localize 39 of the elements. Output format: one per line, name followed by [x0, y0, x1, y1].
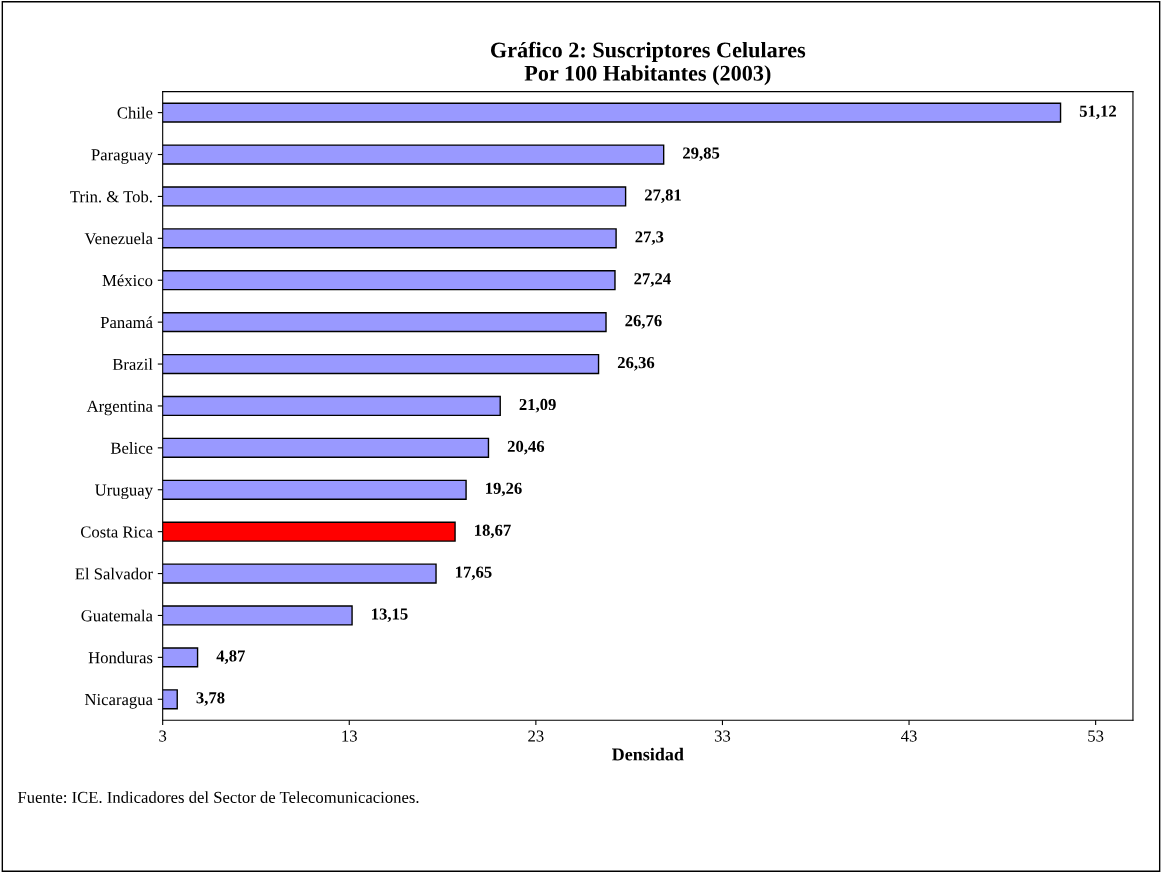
y-tick-label: Venezuela [84, 232, 153, 245]
y-tick-label: Panamá [100, 316, 153, 329]
x-axis-title: Densidad [612, 747, 684, 761]
y-tick-label: Paraguay [91, 149, 153, 164]
data-label: 29,85 [683, 147, 720, 162]
data-label: 20,46 [507, 440, 545, 455]
data-label: 3,78 [196, 692, 225, 706]
data-label: 26,76 [625, 315, 662, 329]
x-tick-label: 43 [901, 730, 917, 742]
data-label: 51,12 [1079, 105, 1116, 120]
x-tick-label: 3 [159, 730, 167, 742]
y-tick-label: Costa Rica [80, 526, 153, 538]
y-tick-label: Guatemala [81, 609, 153, 622]
data-label: 27,3 [635, 231, 664, 245]
data-label: 26,36 [617, 357, 655, 371]
y-tick-label: El Salvador [75, 567, 153, 580]
data-label: 13,15 [372, 608, 408, 623]
data-label: 27,81 [644, 189, 681, 204]
y-tick-label: Uruguay [94, 484, 153, 500]
y-tick-label: México [102, 274, 153, 287]
data-label: 4,87 [216, 650, 245, 664]
data-label: 19,26 [486, 482, 522, 497]
source-note: Fuente: ICE. Indicadores del Sector de Telecomunicaciones. [17, 791, 419, 804]
y-tick-label: Argentina [86, 400, 153, 416]
chart-title: Gráfico 2: Suscriptores Celulares Por 100 Habitantes (2003) [490, 41, 806, 86]
x-tick-label: 33 [714, 730, 731, 742]
y-tick-label: Honduras [88, 651, 153, 664]
data-label: 17,65 [456, 566, 492, 581]
data-label: 18,67 [475, 524, 511, 539]
x-tick-label: 13 [342, 730, 357, 742]
y-tick-label: Belice [110, 442, 153, 454]
y-tick-label: Nicaragua [84, 694, 153, 709]
x-tick-label: 23 [528, 730, 544, 742]
y-tick-label: Chile [117, 106, 153, 119]
y-tick-label: Brazil [112, 358, 153, 370]
data-label: 21,09 [519, 398, 556, 413]
y-tick-label: Trin. & Tob. [70, 190, 152, 203]
data-label: 27,24 [634, 273, 671, 287]
x-tick-label: 53 [1088, 730, 1104, 742]
